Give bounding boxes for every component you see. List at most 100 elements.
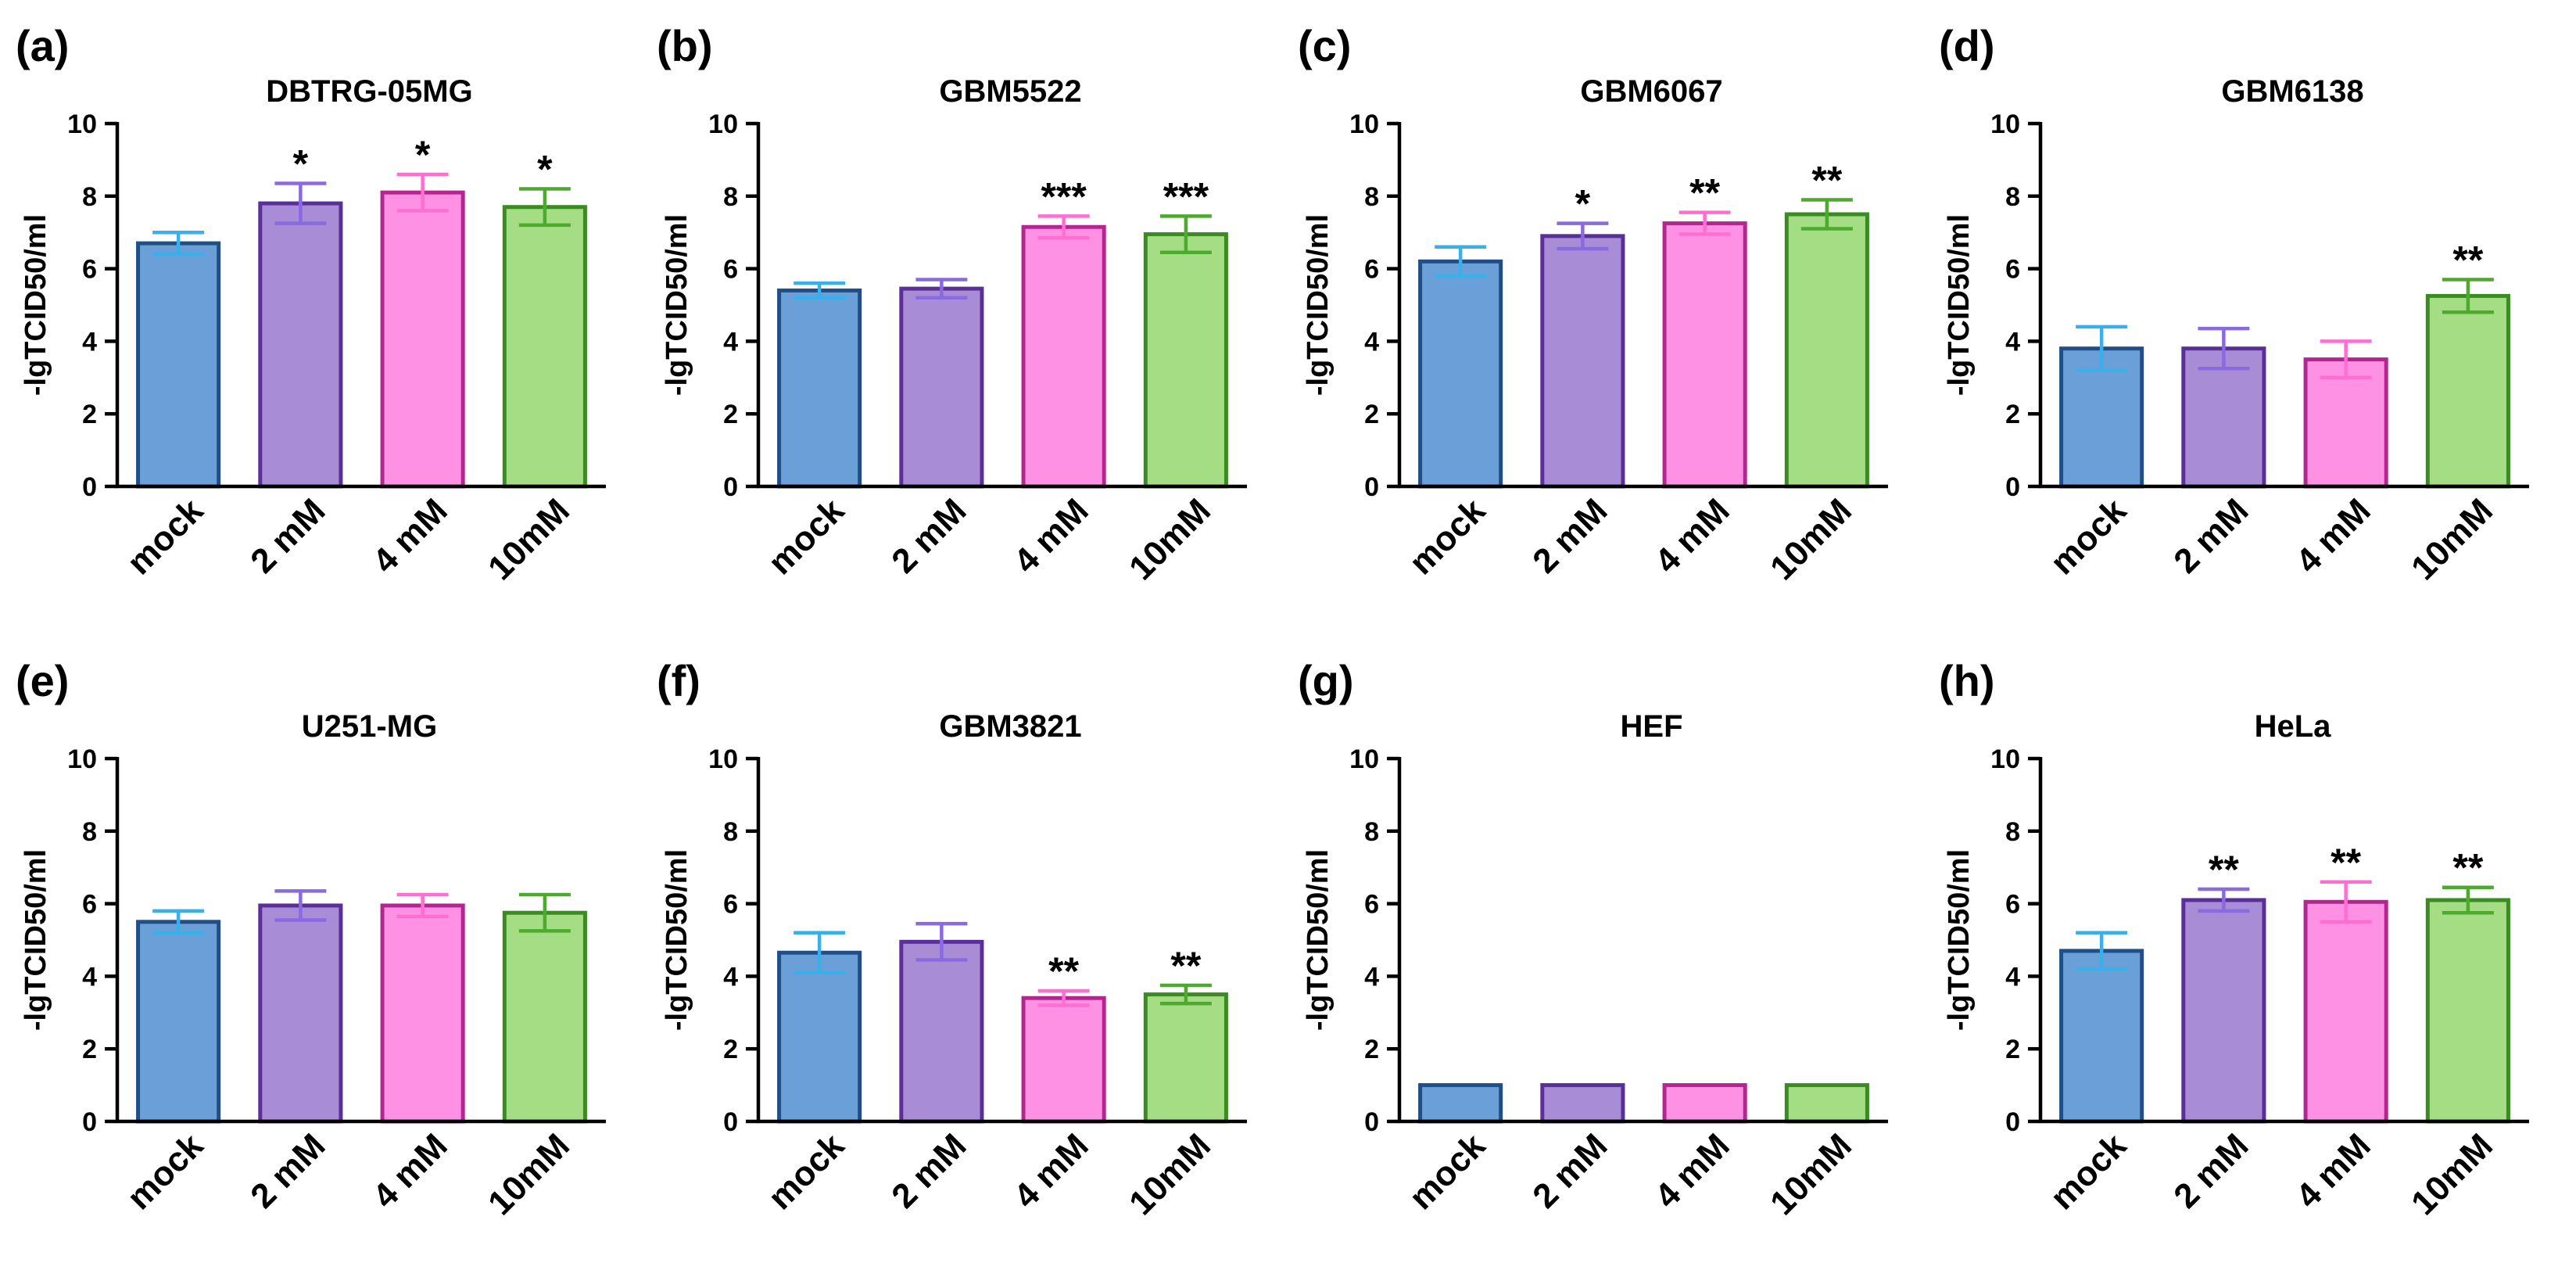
- x-category-label: 2 mM: [1525, 491, 1614, 580]
- bar: [1418, 259, 1503, 489]
- bar: [258, 903, 343, 1124]
- y-tick-label: 10: [67, 744, 97, 774]
- error-bar: [1435, 245, 1487, 278]
- y-tick-label: 2: [82, 1035, 97, 1064]
- bar: [1143, 992, 1228, 1124]
- y-tick-label: 4: [723, 962, 738, 992]
- panel-title: DBTRG-05MG: [266, 74, 472, 109]
- panel-title: GBM6138: [2221, 74, 2363, 109]
- x-category-label: 10mM: [1763, 491, 1859, 587]
- bar: [1418, 1083, 1503, 1124]
- y-tick-label: 8: [723, 817, 738, 847]
- y-tick-label: 8: [1364, 817, 1379, 847]
- bar: [777, 288, 862, 489]
- bar: [136, 920, 221, 1124]
- x-category-label: 10mM: [481, 1126, 577, 1222]
- y-tick-label: 8: [723, 182, 738, 212]
- bar: [2059, 949, 2144, 1124]
- x-category-label: 10mM: [1122, 491, 1218, 587]
- bar: [1540, 1083, 1625, 1124]
- y-tick-label: 2: [1364, 1035, 1379, 1064]
- axis-lines: [2038, 757, 2529, 1124]
- error-bar: [2442, 278, 2494, 314]
- x-category-label: 10mM: [481, 491, 577, 587]
- y-tick-label: 6: [82, 255, 97, 285]
- y-tick-label: 0: [82, 1107, 97, 1137]
- bar: [1784, 212, 1869, 489]
- x-category-label: mock: [120, 491, 210, 582]
- bar: [2303, 357, 2388, 489]
- chart-panel-2: (b) GBM5522 -lgTCID50/ml 0 2 4 6 8 10 mock 2 mM ***…: [657, 21, 1247, 587]
- y-tick-label: 0: [82, 472, 97, 502]
- error-bar: [1159, 983, 1212, 1006]
- bar: [1021, 224, 1106, 489]
- y-axis-label: -lgTCID50/ml: [1302, 849, 1335, 1031]
- x-category-label: 10mM: [1763, 1126, 1859, 1222]
- chart-panel-6: (f) GBM3821 -lgTCID50/ml 0 2 4 6 8 10 mock 2 mM ** 4…: [657, 656, 1247, 1222]
- axis-lines: [115, 757, 606, 1124]
- error-bar: [152, 909, 205, 935]
- panel-title: GBM3821: [939, 709, 1081, 744]
- y-tick-label: 4: [2005, 327, 2020, 357]
- panel-title: HEF: [1621, 709, 1683, 744]
- error-bar: [152, 230, 205, 257]
- axis-lines: [1397, 122, 1888, 489]
- error-bar: [274, 181, 327, 225]
- y-axis-label: -lgTCID50/ml: [661, 849, 693, 1031]
- y-tick-label: 8: [2005, 817, 2020, 847]
- error-bar: [396, 172, 449, 213]
- y-tick-label: 10: [708, 744, 738, 774]
- chart-panel-1: (a) DBTRG-05MG -lgTCID50/ml 0 2 4 6 8 10 mock * 2 m…: [16, 21, 606, 587]
- error-bar: [794, 281, 846, 300]
- panel-letter: (d): [1939, 21, 1995, 70]
- axis-lines: [756, 122, 1247, 489]
- x-category-label: 4 mM: [1648, 1126, 1737, 1215]
- error-bar: [1037, 214, 1090, 240]
- x-category-label: 2 mM: [884, 491, 973, 580]
- error-bar: [396, 892, 449, 919]
- y-tick-label: 0: [1364, 472, 1379, 502]
- error-bar: [518, 187, 571, 228]
- y-tick-label: 4: [723, 327, 738, 357]
- error-bar: [794, 931, 846, 975]
- y-tick-label: 0: [723, 472, 738, 502]
- panel-letter: (f): [657, 656, 700, 705]
- panel-letter: (b): [657, 21, 713, 70]
- axis-lines: [756, 757, 1247, 1124]
- error-bar: [1800, 198, 1853, 231]
- y-tick-label: 4: [2005, 962, 2020, 992]
- error-bar: [2198, 326, 2250, 371]
- y-tick-label: 10: [1990, 744, 2020, 774]
- error-bar: [1679, 210, 1731, 236]
- bar: [258, 201, 343, 489]
- significance-label: ***: [1163, 174, 1209, 218]
- bar: [899, 939, 984, 1124]
- axis-lines: [1397, 757, 1888, 1124]
- panel-letter: (h): [1939, 656, 1995, 705]
- bar: [502, 205, 587, 489]
- x-category-label: 2 mM: [243, 1126, 332, 1215]
- y-tick-label: 4: [82, 962, 97, 992]
- bar: [136, 241, 221, 489]
- x-category-label: mock: [1402, 491, 1492, 582]
- x-category-label: 10mM: [2404, 1126, 2500, 1222]
- bar: [502, 910, 587, 1124]
- y-tick-label: 8: [2005, 182, 2020, 212]
- error-bar: [915, 278, 968, 300]
- significance-label: **: [1811, 158, 1842, 202]
- chart-panel-7: (g) HEF -lgTCID50/ml 0 2 4 6 8 10 mock 2 mM 4 mM 10m…: [1298, 656, 1888, 1222]
- y-tick-label: 4: [82, 327, 97, 357]
- significance-label: *: [537, 148, 553, 192]
- y-tick-label: 2: [82, 400, 97, 429]
- error-bar: [2320, 880, 2372, 924]
- y-tick-label: 6: [723, 890, 738, 920]
- x-category-label: 4 mM: [366, 491, 455, 580]
- y-tick-label: 4: [1364, 327, 1379, 357]
- y-tick-label: 8: [82, 182, 97, 212]
- x-category-label: 4 mM: [1648, 491, 1737, 580]
- x-category-label: 2 mM: [243, 491, 332, 580]
- y-tick-label: 6: [1364, 890, 1379, 920]
- x-category-label: 10mM: [2404, 491, 2500, 587]
- panel-title: GBM5522: [939, 74, 1081, 109]
